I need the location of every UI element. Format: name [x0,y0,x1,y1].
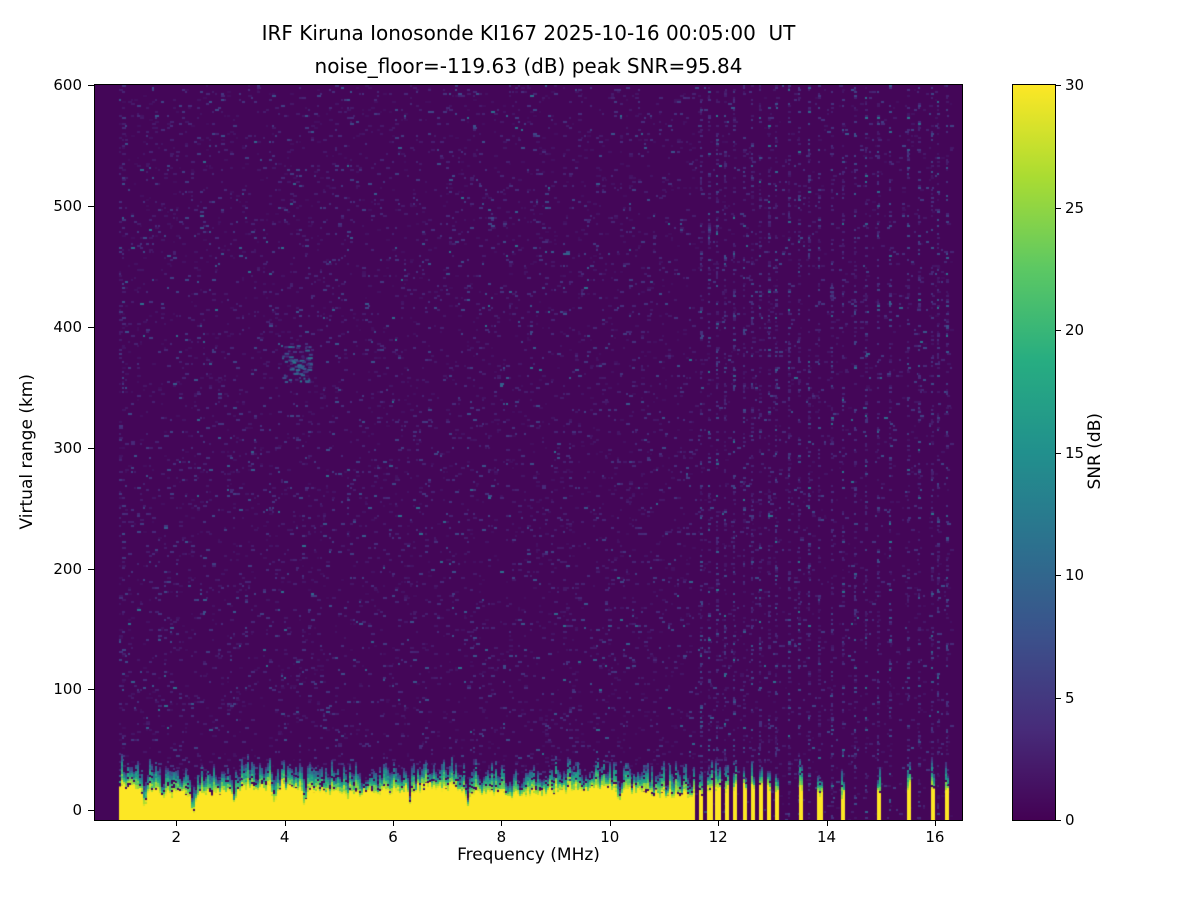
plot-area [94,84,963,821]
y-tick-mark [88,447,94,449]
x-tick-mark [284,820,286,826]
y-tick-label: 100 [53,680,82,699]
x-tick-label: 2 [171,828,182,846]
colorbar-tick-label: 0 [1065,811,1075,829]
x-tick-mark [176,820,178,826]
x-tick-mark [501,820,503,826]
y-tick-label: 300 [53,438,82,457]
colorbar-tick-mark [1055,207,1061,209]
colorbar-tick-label: 20 [1065,321,1085,339]
colorbar-tick-mark [1055,820,1061,821]
y-tick-mark [88,205,94,207]
chart-subtitle: noise_floor=-119.63 (dB) peak SNR=95.84 [314,54,743,78]
x-tick-label: 12 [708,828,728,846]
y-tick-label: 400 [53,317,82,336]
x-axis-label: Frequency (MHz) [457,845,600,865]
y-tick-mark [88,568,94,570]
x-tick-label: 14 [816,828,837,846]
y-tick-label: 500 [53,196,82,215]
x-tick-mark [609,820,611,826]
y-tick-mark [88,85,94,86]
colorbar-tick-mark [1055,85,1061,86]
x-tick-label: 16 [925,828,945,846]
colorbar-tick-mark [1055,452,1061,454]
y-tick-mark [88,810,94,812]
colorbar-tick-label: 10 [1065,566,1085,584]
colorbar [1012,84,1056,821]
colorbar-label: SNR (dB) [1085,413,1105,490]
colorbar-tick-label: 5 [1065,688,1075,707]
colorbar-tick-mark [1055,697,1061,699]
x-tick-mark [718,820,720,826]
x-tick-mark [934,820,936,826]
y-tick-mark [88,326,94,328]
colorbar-tick-mark [1055,330,1061,331]
colorbar-tick-mark [1055,575,1061,576]
x-tick-mark [826,820,828,826]
y-tick-label: 0 [72,801,82,820]
y-tick-label: 200 [53,559,82,578]
y-tick-label: 600 [53,76,82,94]
ionogram-heatmap [95,85,962,820]
colorbar-tick-label: 15 [1065,443,1085,462]
colorbar-tick-label: 25 [1065,198,1085,217]
x-tick-label: 8 [496,828,507,846]
x-tick-mark [393,820,395,826]
chart-title: IRF Kiruna Ionosonde KI167 2025-10-16 00… [261,21,796,45]
colorbar-tick-label: 30 [1065,76,1085,94]
x-tick-label: 10 [600,828,620,846]
x-tick-label: 6 [388,828,398,846]
y-tick-mark [88,689,94,691]
x-tick-label: 4 [279,828,290,846]
